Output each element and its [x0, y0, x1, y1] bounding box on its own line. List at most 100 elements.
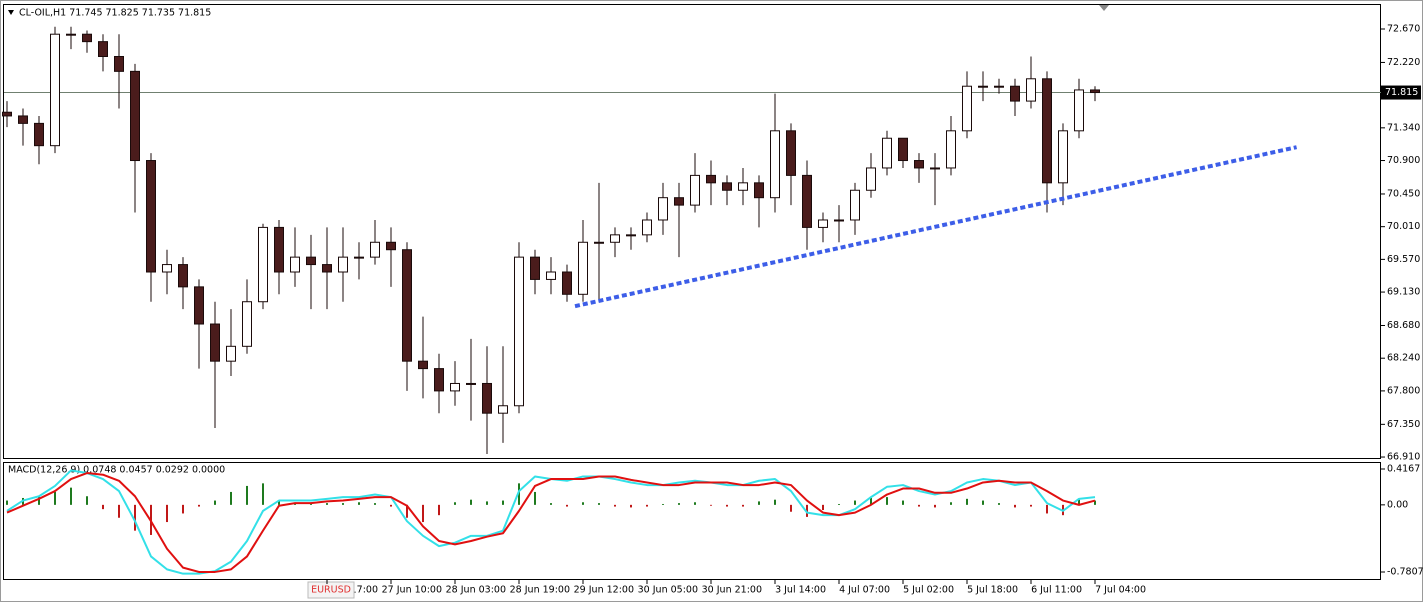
candle-body	[994, 85, 1004, 88]
histogram-bar	[470, 499, 472, 505]
candle-body	[562, 271, 572, 295]
histogram-bar	[614, 504, 616, 507]
histogram-bar	[742, 504, 744, 507]
candle-body	[930, 167, 940, 170]
y-tick-label: 69.130	[1387, 287, 1420, 298]
x-tick-label: 28 Jun 03:00	[446, 585, 506, 596]
candle-body	[482, 382, 492, 414]
histogram-bar	[326, 503, 328, 505]
histogram-bar	[630, 504, 632, 508]
histogram-bar	[70, 487, 72, 505]
macd-line	[6, 472, 1096, 573]
candle-body	[226, 345, 236, 362]
candle-body	[258, 226, 268, 303]
candle-body	[354, 256, 364, 259]
candle-body	[370, 241, 380, 258]
candle-body	[642, 219, 652, 236]
symbol-tab[interactable]	[307, 581, 355, 599]
shift-marker	[1099, 5, 1109, 11]
histogram-bar	[934, 504, 936, 508]
candle-body	[770, 130, 780, 199]
x-tick-label: 3 Jul 14:00	[775, 585, 826, 596]
candle-body	[290, 256, 300, 273]
histogram-bar	[646, 504, 648, 507]
x-tick-label: 17:00	[351, 585, 378, 596]
histogram-bar	[774, 499, 776, 505]
candle-body	[242, 301, 252, 347]
histogram-bar	[246, 485, 248, 505]
candle-body	[50, 33, 60, 147]
histogram-bar	[422, 504, 424, 523]
candle-body	[98, 41, 108, 57]
candle-body	[658, 197, 668, 221]
y-tick-label: 68.240	[1387, 353, 1420, 364]
histogram-bar	[710, 504, 712, 506]
candle-body	[850, 189, 860, 221]
x-tick-label: 29 Jun 12:00	[574, 585, 634, 596]
candle-body	[1042, 78, 1052, 184]
histogram-bar	[6, 500, 8, 505]
histogram-bar	[806, 504, 808, 517]
histogram-bar	[518, 483, 520, 505]
y-tick-label: -0.7807	[1387, 567, 1424, 578]
candle-body	[178, 264, 188, 288]
candle-body	[130, 70, 140, 162]
candle-body	[34, 122, 44, 147]
current-price-box	[1381, 85, 1421, 100]
histogram-bar	[726, 504, 728, 507]
candle-body	[66, 33, 76, 36]
histogram-bar	[214, 500, 216, 505]
candle-body	[546, 271, 556, 280]
symbol-tab-label[interactable]: EURUSD	[311, 585, 351, 596]
candle-body	[738, 182, 748, 191]
y-tick-label: 68.680	[1387, 320, 1420, 331]
trendline	[574, 145, 1298, 309]
chart-title: CL-OIL,H1 71.745 71.825 71.735 71.815	[19, 8, 211, 19]
histogram-bar	[758, 501, 760, 505]
y-tick-label: 69.570	[1387, 254, 1420, 265]
y-tick-label: 67.800	[1387, 385, 1420, 396]
candle-body	[162, 264, 172, 273]
histogram-bar	[854, 500, 856, 505]
histogram-bar	[502, 500, 504, 505]
candle-body	[578, 241, 588, 295]
histogram-bar	[1094, 500, 1096, 505]
candle-body	[882, 137, 892, 169]
histogram-bar	[838, 503, 840, 505]
candle-body	[514, 256, 524, 407]
candle-body	[946, 130, 956, 169]
x-tick-label: 30 Jun 05:00	[638, 585, 698, 596]
histogram-bar	[454, 502, 456, 505]
candle-body	[1010, 85, 1020, 102]
histogram-bar	[38, 496, 40, 505]
histogram-bar	[982, 500, 984, 505]
candle-body	[146, 160, 156, 273]
histogram-bar	[870, 497, 872, 505]
candle-body	[338, 256, 348, 273]
macd-plot-frame	[3, 462, 1381, 580]
x-tick-label: 5 Jul 18:00	[967, 585, 1018, 596]
candle-body	[898, 137, 908, 162]
histogram-bar	[438, 504, 440, 516]
x-tick-label: 6 Jul 11:00	[1031, 585, 1082, 596]
candle-body	[834, 219, 844, 222]
y-tick-label: 70.450	[1387, 188, 1420, 199]
histogram-bar	[822, 504, 824, 511]
candle-body	[962, 85, 972, 132]
candle-body	[866, 167, 876, 191]
y-tick-label: 72.670	[1387, 24, 1420, 35]
y-tick-label: 72.220	[1387, 57, 1420, 68]
candle-body	[690, 174, 700, 206]
histogram-bar	[102, 504, 104, 510]
histogram-bar	[582, 502, 584, 505]
histogram-bar	[374, 503, 376, 505]
x-tick-label: 5 Jul 02:00	[903, 585, 954, 596]
histogram-bar	[998, 503, 1000, 505]
histogram-bar	[534, 491, 536, 505]
x-tick-label: 4 Jul 07:00	[839, 585, 890, 596]
candle-body	[802, 174, 812, 228]
candle-body	[434, 368, 444, 392]
candle-body	[786, 130, 796, 176]
histogram-bar	[886, 497, 888, 505]
